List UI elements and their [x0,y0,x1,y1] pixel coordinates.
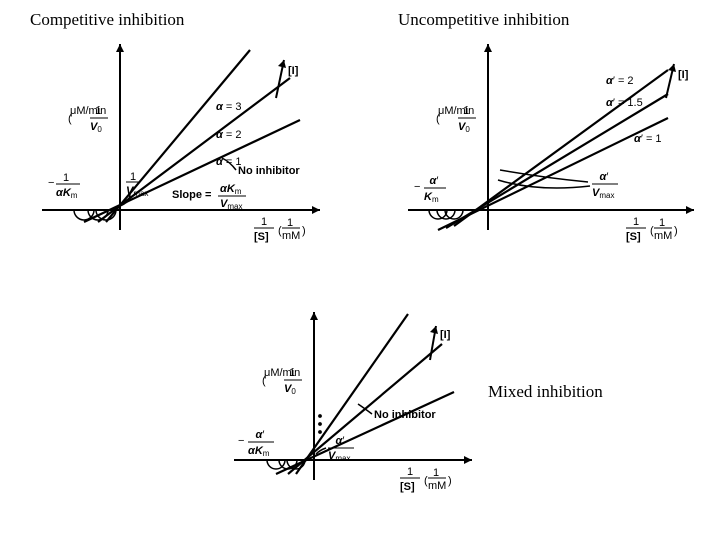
x-intercept-label: − α′ Km [414,175,446,204]
svg-text:μM/min: μM/min [70,105,106,117]
svg-text:Vmax: Vmax [328,450,350,463]
svg-text:[S]: [S] [400,481,415,493]
svg-text:1: 1 [261,216,267,228]
slope-label: Slope = αKm Vmax [172,183,246,211]
svg-text:1: 1 [130,171,136,183]
x-axis-label: 1 [S] ( 1 mM ) [254,216,306,243]
svg-text:mM: mM [428,480,446,492]
svg-text:Vmax: Vmax [592,187,614,200]
x-intercept-label: − α′ αKm [238,429,274,458]
svg-text:): ) [674,225,678,237]
svg-text:1: 1 [287,217,293,229]
svg-text:−: − [414,181,420,193]
svg-text:αKm: αKm [248,445,270,458]
svg-text:1: 1 [433,467,439,479]
x-axis-label: 1 [S] ( 1 mM ) [626,216,678,243]
svg-text:No inhibitor: No inhibitor [374,409,436,421]
panel-competitive: Competitive inhibition α = 3 α = 2 α = 1… [30,10,330,250]
svg-text:α′: α′ [336,435,345,447]
x-intercept-label: − 1 αKm [48,172,80,200]
y-axis-label: 1 V0 ( μM/min ) [68,105,114,134]
svg-text:Km: Km [424,191,439,204]
x-axis-label: 1 [S] ( 1 mM ) [400,466,452,493]
svg-text:V0: V0 [284,383,296,396]
svg-text:1: 1 [659,217,665,229]
svg-text:α′: α′ [256,429,265,441]
y-axis-label: 1 V0 ( μM/min [262,367,302,396]
svg-text:[I]: [I] [440,329,451,341]
svg-text:): ) [302,225,306,237]
title-mixed-container: Mixed inhibition [488,382,603,402]
svg-text:α′ = 2: α′ = 2 [606,75,634,87]
svg-text:[S]: [S] [626,231,641,243]
plot-uncompetitive: α′ = 1 α′ = 1.5 α′ = 2 [I] α′ Vmax − α′ … [398,30,708,250]
svg-text:No inhibitor: No inhibitor [238,165,300,177]
svg-text:αKm: αKm [56,187,78,200]
svg-text:αKm: αKm [220,183,242,196]
svg-text:V0: V0 [458,121,470,134]
svg-text:V0: V0 [90,121,102,134]
svg-text:α′ = 1.5: α′ = 1.5 [606,97,643,109]
svg-text:1: 1 [407,466,413,478]
plot-mixed: [I] No inhibitor α′ Vmax − α′ αKm 1 V0 (… [222,300,482,500]
plot-competitive: α = 3 α = 2 α = 1 [I] No inhibitor 1 Vma… [30,30,330,250]
y-axis-label: 1 V0 ( μM/min [436,105,476,134]
title-competitive: Competitive inhibition [30,10,330,30]
svg-text:α′: α′ [600,171,609,183]
y-intercept-label: α′ Vmax [498,170,618,200]
svg-text:α′ = 1: α′ = 1 [634,133,662,145]
svg-text:1: 1 [633,216,639,228]
svg-text:): ) [448,475,452,487]
svg-text:α = 2: α = 2 [216,129,241,141]
svg-text:[I]: [I] [678,69,689,81]
svg-text:α′: α′ [430,175,439,187]
panel-mixed: [I] No inhibitor α′ Vmax − α′ αKm 1 V0 (… [222,300,482,500]
svg-text:μM/min: μM/min [264,367,300,379]
svg-text:−: − [238,435,244,447]
svg-text:−: − [48,177,54,189]
svg-text:α = 3: α = 3 [216,101,241,113]
svg-text:1: 1 [63,172,69,184]
svg-text:Slope =: Slope = [172,189,211,201]
title-uncompetitive: Uncompetitive inhibition [398,10,708,30]
title-mixed: Mixed inhibition [488,382,603,402]
svg-text:mM: mM [654,230,672,242]
panel-uncompetitive: Uncompetitive inhibition α′ = 1 α′ = 1.5… [398,10,708,250]
svg-text:[S]: [S] [254,231,269,243]
svg-text:μM/min: μM/min [438,105,474,117]
svg-text:Vmax: Vmax [220,198,242,211]
svg-text:mM: mM [282,230,300,242]
svg-text:[I]: [I] [288,65,299,77]
